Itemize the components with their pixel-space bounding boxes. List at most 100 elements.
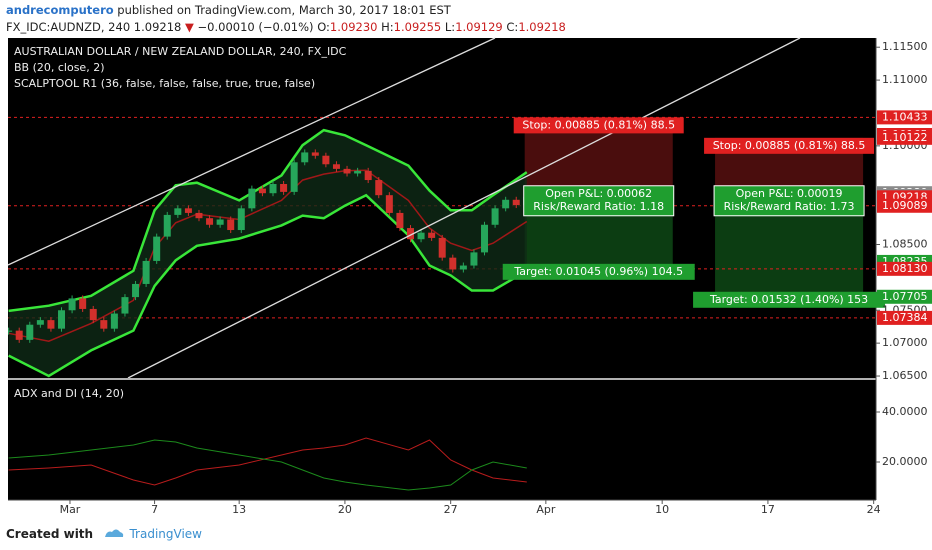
band-line — [8, 128, 528, 313]
price-tag — [877, 310, 932, 325]
candle — [354, 170, 362, 174]
x-tick-label: 27 — [444, 503, 458, 516]
target-label-bg — [502, 263, 695, 280]
candle — [153, 236, 161, 261]
price-tag-label: 1.07705 — [882, 290, 928, 303]
candle — [174, 208, 182, 215]
stop-label: Stop: 0.00885 (0.81%) 88.5 — [522, 118, 675, 131]
symbol: FX_IDC:AUDNZD, 240 — [6, 20, 131, 34]
candle — [481, 224, 489, 253]
target-label-bg — [693, 291, 886, 308]
rr-label: Risk/Reward Ratio: 1.18 — [533, 200, 664, 213]
candle — [58, 310, 66, 329]
indicator-legend: BB (20, close, 2) — [14, 61, 105, 74]
ohlc-key: C: — [506, 20, 519, 34]
pnl-label: Open P&L: 0.00062 — [545, 187, 652, 200]
candle — [364, 170, 372, 181]
band-line — [8, 193, 528, 378]
candle — [332, 164, 340, 169]
candle — [459, 265, 467, 270]
candle — [301, 152, 309, 163]
x-tick-label: 7 — [151, 503, 158, 516]
indicator-legend: SCALPTOOL R1 (36, false, false, false, t… — [14, 77, 315, 90]
ohlc-value: 1.09129 — [455, 20, 503, 34]
candle — [121, 297, 129, 314]
stop-label-bg — [513, 117, 684, 134]
candle — [491, 208, 499, 225]
candle — [68, 298, 76, 311]
candle — [195, 212, 203, 219]
band-line — [8, 169, 528, 342]
adx-title: ADX and DI (14, 20) — [14, 387, 124, 400]
author[interactable]: andrecomputero — [6, 3, 114, 17]
candle — [184, 208, 192, 213]
y-tick-label: 1.08500 — [882, 237, 928, 250]
candle — [8, 330, 13, 332]
x-tick-label: 17 — [761, 503, 775, 516]
candle — [227, 219, 235, 231]
candle — [237, 208, 245, 231]
footer-text: Created with — [6, 527, 94, 541]
stop-label: Stop: 0.00885 (0.81%) 88.5 — [713, 139, 866, 152]
candle — [406, 228, 414, 240]
candle — [470, 252, 478, 266]
pnl-bg — [713, 185, 865, 217]
x-tick-label: 20 — [338, 503, 352, 516]
symbol-title: AUSTRALIAN DOLLAR / NEW ZEALAND DOLLAR, … — [14, 45, 347, 58]
candle — [248, 188, 256, 209]
candle — [269, 183, 277, 194]
candle — [163, 214, 171, 237]
trend-line[interactable] — [7, 37, 496, 266]
trend-line[interactable] — [127, 37, 801, 379]
price-tag — [877, 198, 932, 213]
published: published on TradingView.com, March 30, … — [117, 3, 451, 17]
candle — [142, 260, 150, 284]
stop-label-bg — [704, 137, 875, 154]
x-tick-label: 10 — [655, 503, 669, 516]
logo — [105, 529, 124, 537]
ohlc-key: L: — [444, 20, 456, 34]
brand[interactable]: TradingView — [129, 527, 202, 541]
candle — [385, 195, 393, 213]
price-tag-label: 1.09089 — [882, 199, 928, 212]
candle — [417, 232, 425, 240]
candle — [206, 218, 214, 225]
pnl-label: Open P&L: 0.00019 — [736, 187, 843, 200]
price-tag-label: 1.10433 — [882, 110, 928, 123]
candle — [375, 180, 383, 196]
header-line: andrecomputero published on TradingView.… — [6, 3, 451, 17]
price-tag-label: 1.10122 — [882, 131, 928, 144]
ohlc-key: H: — [381, 20, 394, 34]
change: −0.00010 (−0.01%) — [197, 20, 314, 34]
footer: Created with TradingView — [6, 527, 202, 541]
candle — [216, 219, 224, 225]
y-tick-label: 1.11000 — [882, 73, 928, 86]
adx-pane — [8, 380, 876, 500]
reward-zone — [524, 205, 673, 269]
candle — [438, 237, 446, 258]
x-tick-label: 24 — [867, 503, 881, 516]
candle — [110, 313, 118, 329]
price-tag — [877, 110, 932, 125]
price-tag — [877, 130, 932, 145]
candle — [322, 155, 330, 165]
candle — [100, 320, 108, 329]
symbol-line: FX_IDC:AUDNZD, 240 1.09218 ▼ −0.00010 (−… — [6, 20, 566, 34]
y2-tick-label: 40.0000 — [882, 405, 928, 418]
ohlc-value: 1.09255 — [393, 20, 442, 34]
candle — [280, 183, 288, 192]
rr-label: Risk/Reward Ratio: 1.73 — [724, 200, 855, 213]
ohlc-value: 1.09218 — [518, 20, 566, 34]
price-tag-label: 1.08130 — [882, 262, 928, 275]
x-tick-label: 13 — [232, 503, 246, 516]
x-tick-label: Apr — [536, 503, 556, 516]
candle — [290, 162, 298, 192]
di-line — [8, 439, 527, 491]
candle — [36, 320, 44, 325]
ohlc-value: 1.09230 — [329, 20, 378, 34]
pnl-bg — [523, 185, 675, 217]
candle — [132, 283, 140, 298]
di-line — [8, 437, 527, 486]
candle — [15, 330, 23, 340]
